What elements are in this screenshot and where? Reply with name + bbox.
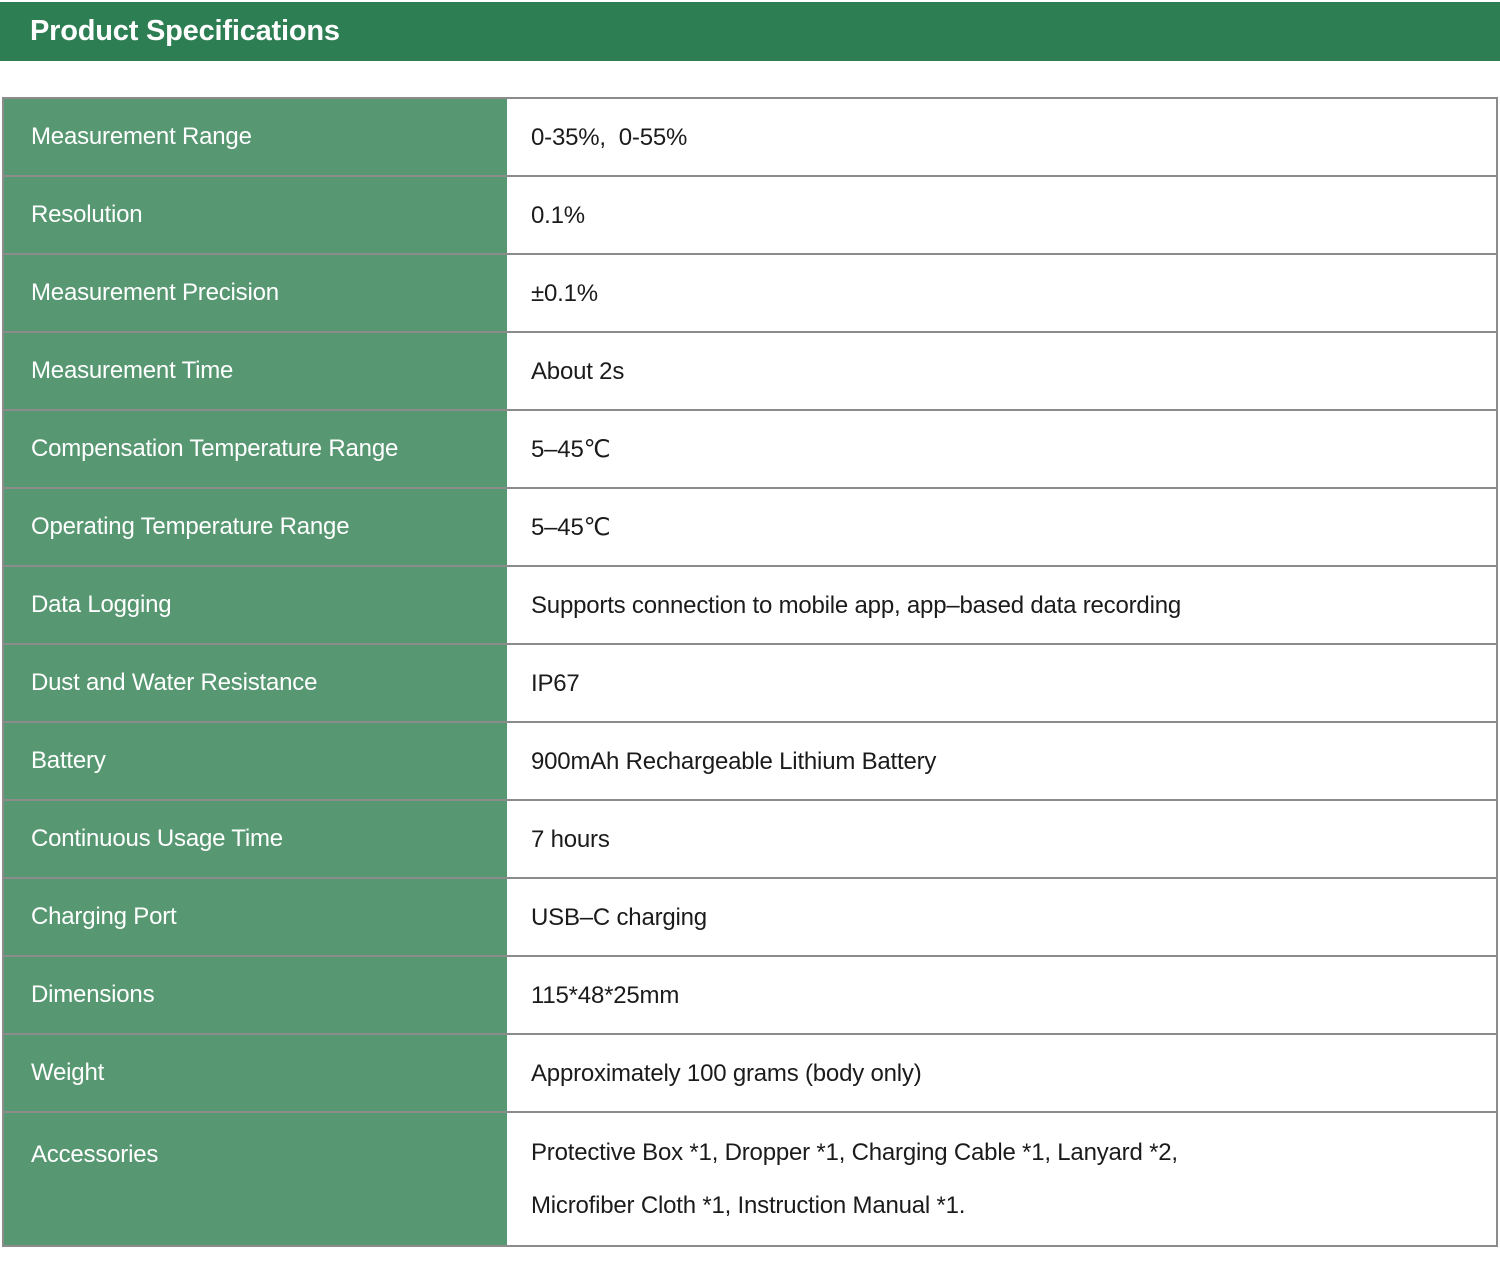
spec-value: 900mAh Rechargeable Lithium Battery <box>507 723 1496 799</box>
table-row: Continuous Usage Time 7 hours <box>4 801 1496 879</box>
table-row: Measurement Range 0-35%, 0-55% <box>4 99 1496 177</box>
spec-label: Continuous Usage Time <box>4 801 507 877</box>
spec-label: Weight <box>4 1035 507 1111</box>
spec-label: Measurement Precision <box>4 255 507 331</box>
table-row: Dust and Water Resistance IP67 <box>4 645 1496 723</box>
spec-value: 115*48*25mm <box>507 957 1496 1033</box>
spec-value: 5–45℃ <box>507 489 1496 565</box>
table-row: Weight Approximately 100 grams (body only… <box>4 1035 1496 1113</box>
table-row: Operating Temperature Range 5–45℃ <box>4 489 1496 567</box>
table-row: Compensation Temperature Range 5–45℃ <box>4 411 1496 489</box>
spec-value: 0-35%, 0-55% <box>507 99 1496 175</box>
spec-label: Measurement Range <box>4 99 507 175</box>
spec-value: Approximately 100 grams (body only) <box>507 1035 1496 1111</box>
spec-value: ±0.1% <box>507 255 1496 331</box>
spec-value: Supports connection to mobile app, app–b… <box>507 567 1496 643</box>
table-row: Charging Port USB–C charging <box>4 879 1496 957</box>
spec-value: 5–45℃ <box>507 411 1496 487</box>
spec-value: 7 hours <box>507 801 1496 877</box>
spec-value: USB–C charging <box>507 879 1496 955</box>
spec-value: Protective Box *1, Dropper *1, Charging … <box>507 1113 1496 1245</box>
table-row: Measurement Time About 2s <box>4 333 1496 411</box>
spec-label: Operating Temperature Range <box>4 489 507 565</box>
spec-table: Measurement Range 0-35%, 0-55% Resolution 0… <box>2 97 1498 1247</box>
spec-label: Measurement Time <box>4 333 507 409</box>
spec-label: Data Logging <box>4 567 507 643</box>
title-bar: Product Specifications <box>0 2 1500 61</box>
table-row: Battery 900mAh Rechargeable Lithium Batte… <box>4 723 1496 801</box>
spec-label: Charging Port <box>4 879 507 955</box>
spec-label: Dimensions <box>4 957 507 1033</box>
spec-label: Compensation Temperature Range <box>4 411 507 487</box>
table-row: Data Logging Supports connection to mobil… <box>4 567 1496 645</box>
spec-label: Resolution <box>4 177 507 253</box>
table-row: Resolution 0.1% <box>4 177 1496 255</box>
table-row: Accessories Protective Box *1, Dropper *1… <box>4 1113 1496 1245</box>
table-row: Measurement Precision ±0.1% <box>4 255 1496 333</box>
spec-value: IP67 <box>507 645 1496 721</box>
spec-label: Accessories <box>4 1113 507 1245</box>
table-row: Dimensions 115*48*25mm <box>4 957 1496 1035</box>
spec-label: Dust and Water Resistance <box>4 645 507 721</box>
spec-value: 0.1% <box>507 177 1496 253</box>
spec-label: Battery <box>4 723 507 799</box>
spec-value: About 2s <box>507 333 1496 409</box>
page-title: Product Specifications <box>30 15 340 47</box>
